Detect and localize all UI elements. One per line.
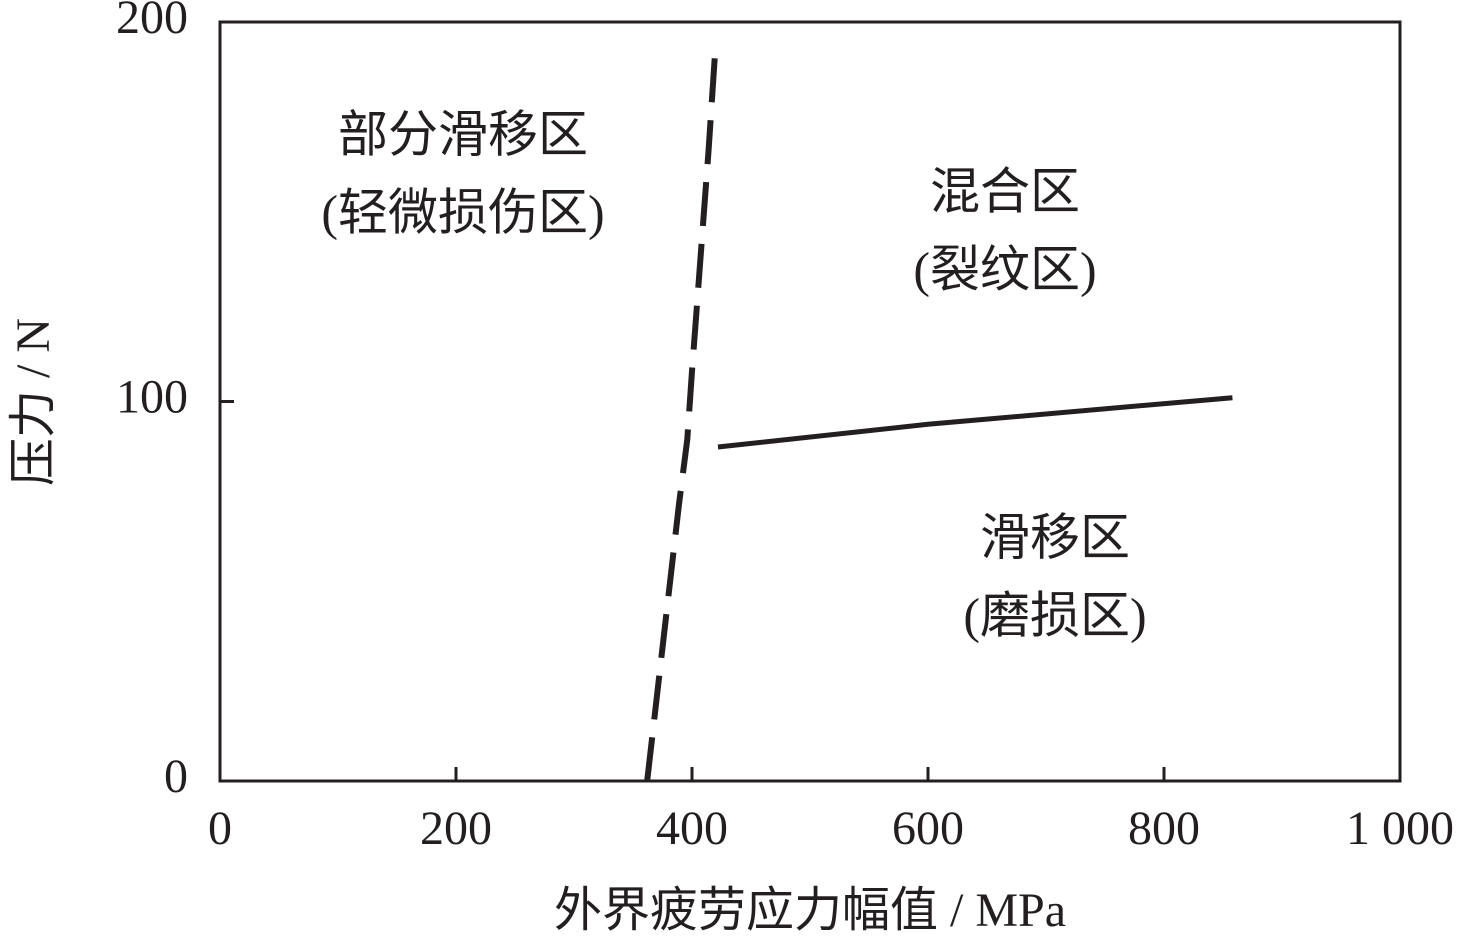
- y-tick-label: 0: [164, 750, 188, 803]
- x-tick-label: 600: [892, 802, 964, 855]
- region-label: (磨损区): [963, 587, 1146, 643]
- boundary-line: [717, 395, 1233, 450]
- x-tick-label: 800: [1128, 802, 1200, 855]
- y-tick-label: 100: [116, 371, 188, 424]
- region-label: 部分滑移区: [338, 106, 588, 162]
- region-label: 混合区: [930, 163, 1080, 219]
- x-axis-title: 外界疲劳应力幅值 / MPa: [554, 884, 1066, 937]
- region-label: (轻微损伤区): [321, 184, 604, 240]
- region-label: 滑移区: [980, 509, 1130, 565]
- y-axis-title: 压力 / N: [7, 318, 60, 486]
- y-tick-label: 200: [116, 0, 188, 44]
- boundary-line: [644, 44, 719, 782]
- x-tick-label: 0: [208, 802, 232, 855]
- region-label: (裂纹区): [913, 241, 1096, 297]
- x-tick-label: 400: [656, 802, 728, 855]
- x-tick-label: 200: [420, 802, 492, 855]
- x-tick-label: 1 000: [1346, 802, 1454, 855]
